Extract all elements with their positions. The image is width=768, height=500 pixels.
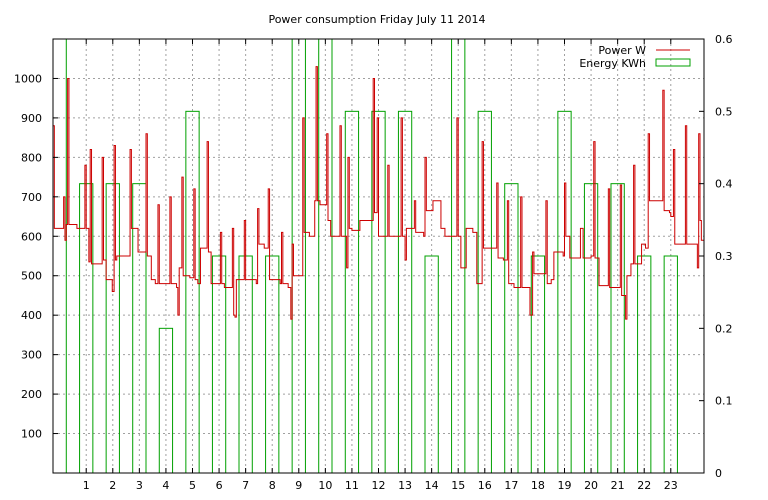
x-tick-label: 14 bbox=[425, 479, 439, 492]
x-tick-label: 3 bbox=[136, 479, 143, 492]
x-tick-label: 2 bbox=[109, 479, 116, 492]
y2-tick-label: 0.3 bbox=[715, 250, 733, 263]
y2-tick-label: 0 bbox=[715, 467, 722, 480]
x-tick-label: 22 bbox=[637, 479, 651, 492]
y2-tick-label: 0.5 bbox=[715, 105, 733, 118]
y-tick-label: 700 bbox=[21, 191, 42, 204]
x-tick-label: 23 bbox=[664, 479, 678, 492]
y-tick-label: 300 bbox=[21, 349, 42, 362]
x-tick-label: 12 bbox=[372, 479, 386, 492]
y-tick-label: 400 bbox=[21, 309, 42, 322]
y-tick-label: 500 bbox=[21, 270, 42, 283]
x-tick-label: 13 bbox=[398, 479, 412, 492]
x-tick-label: 20 bbox=[584, 479, 598, 492]
x-tick-label: 11 bbox=[345, 479, 359, 492]
x-tick-label: 4 bbox=[162, 479, 169, 492]
y2-tick-label: 0.1 bbox=[715, 395, 733, 408]
y-tick-label: 800 bbox=[21, 151, 42, 164]
axis-ticks: 1 2 3 4 5 6 7 8 9 10 11 12 13 14 15 16 17 18 19 20 21 22 23100… bbox=[14, 33, 733, 492]
y-tick-label: 100 bbox=[21, 428, 42, 441]
legend-label-power: Power W bbox=[598, 44, 646, 57]
x-tick-label: 5 bbox=[189, 479, 196, 492]
y2-tick-label: 0.6 bbox=[715, 33, 733, 46]
legend-label-energy: Energy KWh bbox=[579, 57, 646, 70]
x-tick-label: 10 bbox=[318, 479, 332, 492]
power-series bbox=[53, 66, 704, 320]
x-tick-label: 7 bbox=[242, 479, 249, 492]
x-tick-label: 16 bbox=[478, 479, 492, 492]
legend: Power W Energy KWh bbox=[579, 44, 691, 70]
x-tick-label: 9 bbox=[295, 479, 302, 492]
x-tick-label: 17 bbox=[504, 479, 518, 492]
x-tick-label: 19 bbox=[558, 479, 572, 492]
y2-tick-label: 0.4 bbox=[715, 178, 733, 191]
y-tick-label: 900 bbox=[21, 112, 42, 125]
y-tick-label: 1000 bbox=[14, 72, 42, 85]
y-tick-label: 600 bbox=[21, 230, 42, 243]
y2-tick-label: 0.2 bbox=[715, 322, 733, 335]
chart-title: Power consumption Friday July 11 2014 bbox=[268, 13, 485, 26]
y-tick-label: 200 bbox=[21, 388, 42, 401]
x-tick-label: 21 bbox=[611, 479, 625, 492]
power-line-path bbox=[53, 66, 704, 320]
x-tick-label: 18 bbox=[531, 479, 545, 492]
x-tick-label: 1 bbox=[83, 479, 90, 492]
x-tick-label: 15 bbox=[451, 479, 465, 492]
legend-swatch-energy bbox=[655, 58, 691, 67]
x-tick-label: 6 bbox=[216, 479, 223, 492]
x-tick-label: 8 bbox=[269, 479, 276, 492]
